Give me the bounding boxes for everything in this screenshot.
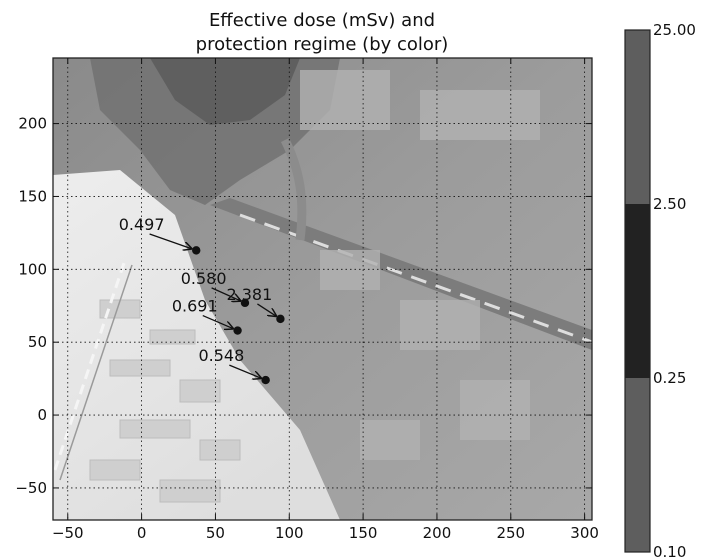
- data-label: 0.580: [181, 269, 227, 288]
- y-tick-label: 50: [28, 333, 47, 351]
- x-tick-label: 300: [570, 524, 599, 542]
- y-axis: −50 0 50 100 150 200: [15, 115, 592, 497]
- data-label: 0.497: [119, 215, 165, 234]
- data-label: 0.691: [172, 297, 218, 316]
- annotation-arrow: [257, 303, 276, 316]
- annotation-arrow: [202, 314, 233, 329]
- y-tick-label: −50: [15, 479, 47, 497]
- colorbar-segment: [625, 204, 650, 378]
- data-label: 2.381: [226, 285, 272, 304]
- y-tick-label: 150: [18, 187, 47, 205]
- data-point: [261, 375, 270, 385]
- annotation-arrow: [211, 287, 241, 301]
- data-point: [192, 246, 201, 255]
- colorbar-frame: [624, 29, 651, 553]
- colorbar-segment: [625, 30, 650, 204]
- data-point-group: 0.691: [172, 297, 242, 335]
- x-tick-label: 200: [423, 524, 452, 542]
- data-label: 0.548: [198, 346, 244, 365]
- x-tick-label: 50: [206, 524, 225, 542]
- grid-lines: [53, 58, 592, 520]
- x-tick-label: 100: [275, 524, 304, 542]
- x-tick-label: 150: [349, 524, 378, 542]
- x-axis: −50 0 50 100 150 200 250 300: [52, 58, 599, 542]
- chart-title-line-2: protection regime (by color): [196, 34, 449, 55]
- x-tick-label: 250: [496, 524, 525, 542]
- colorbar: 0.10 0.25 2.50 25.00: [624, 21, 696, 558]
- annotation-arrow: [229, 364, 261, 378]
- colorbar-segment: [625, 378, 650, 552]
- y-tick-label: 0: [37, 406, 47, 424]
- colorbar-label: 0.25: [653, 369, 686, 387]
- y-tick-label: 100: [18, 260, 47, 278]
- data-point: [240, 298, 250, 308]
- colorbar-label: 25.00: [653, 21, 696, 39]
- colorbar-label: 2.50: [653, 195, 686, 213]
- data-point-group: 0.580: [181, 269, 250, 308]
- annotation-arrow: [149, 233, 192, 249]
- x-tick-label: 0: [137, 524, 147, 542]
- data-point: [233, 326, 242, 335]
- plot-frame: [52, 57, 593, 521]
- data-point-group: 0.497: [119, 215, 201, 255]
- colorbar-label: 0.10: [653, 543, 686, 558]
- data-point: [276, 314, 285, 324]
- chart-title-line-1: Effective dose (mSv) and: [209, 10, 435, 31]
- aerial-background: [53, 58, 592, 520]
- y-tick-label: 200: [18, 115, 47, 133]
- x-tick-label: −50: [52, 524, 84, 542]
- data-point-group: 0.548: [198, 346, 270, 385]
- data-point-group: 2.381: [226, 285, 285, 324]
